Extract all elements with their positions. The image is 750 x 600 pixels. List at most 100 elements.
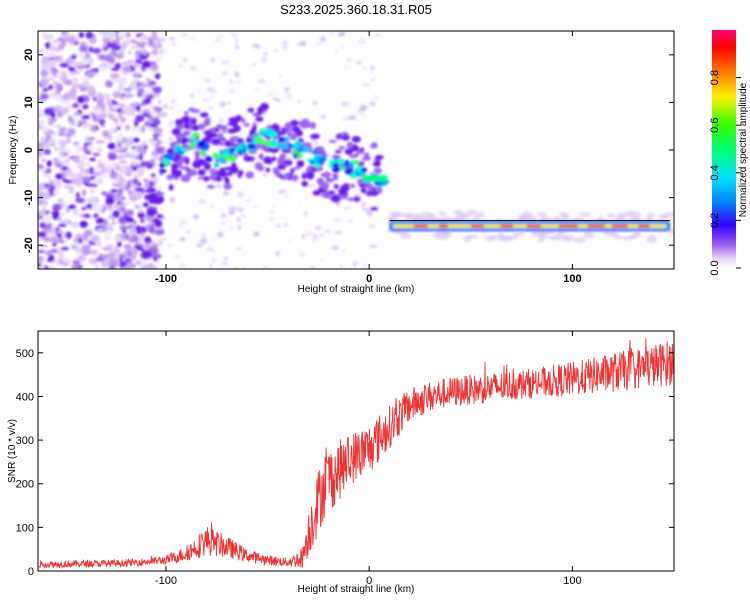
noise-blob (211, 250, 217, 254)
noise-blob (169, 36, 175, 41)
noise-blob (283, 86, 290, 93)
noise-blob (47, 84, 54, 91)
noise-blob (179, 64, 183, 68)
signal-blob (338, 194, 348, 200)
noise-blob (102, 130, 110, 138)
noise-blob (132, 31, 140, 35)
noise-blob (115, 52, 124, 59)
noise-blob (57, 250, 65, 258)
band-halo (404, 213, 418, 220)
noise-blob (103, 258, 110, 266)
signal-blob (350, 183, 356, 188)
noise-blob (49, 235, 60, 241)
noise-blob (46, 52, 52, 59)
signal-core (278, 137, 286, 142)
noise-blob (59, 127, 68, 132)
noise-blob (161, 36, 166, 43)
noise-blob (46, 160, 53, 167)
noise-blob (71, 83, 80, 89)
noise-blob (134, 114, 145, 122)
noise-blob (81, 248, 92, 256)
noise-blob (150, 60, 157, 67)
noise-blob (97, 159, 102, 164)
noise-blob (155, 45, 161, 49)
signal-blob (332, 172, 339, 181)
noise-blob (108, 126, 115, 135)
noise-blob (61, 256, 70, 262)
noise-blob (63, 79, 73, 86)
band-halo (391, 211, 399, 216)
signal-blob (291, 174, 299, 182)
y-tick-label: 400 (16, 391, 34, 403)
signal-blob (352, 197, 361, 201)
signal-core (344, 160, 350, 165)
noise-blob (95, 217, 105, 224)
signal-blob (247, 108, 255, 112)
signal-blob (301, 180, 308, 187)
noise-blob (150, 50, 159, 56)
signal-core (317, 157, 323, 165)
noise-blob (139, 161, 150, 168)
signal-blob (282, 173, 291, 179)
noise-blob (369, 69, 374, 74)
noise-blob (190, 65, 197, 71)
noise-blob (55, 72, 63, 78)
signal-blob (312, 190, 321, 196)
signal-core (283, 136, 290, 143)
noise-blob (152, 86, 163, 94)
signal-blob (237, 170, 242, 179)
noise-blob (196, 88, 202, 92)
signal-blob (323, 171, 331, 179)
band-halo (453, 209, 463, 216)
signal-blob (194, 150, 201, 158)
noise-blob (140, 124, 146, 133)
noise-blob (277, 190, 284, 194)
noise-blob (346, 58, 352, 62)
signal-blob (327, 190, 336, 195)
signal-blob (328, 139, 337, 144)
noise-blob (352, 260, 360, 265)
noise-blob (47, 254, 55, 263)
signal-blob (316, 147, 325, 153)
signal-blob (281, 147, 290, 154)
band-peak (500, 224, 514, 228)
noise-blob (268, 91, 273, 97)
signal-blob (344, 148, 354, 155)
noise-blob (369, 244, 378, 248)
noise-blob (81, 244, 91, 250)
noise-blob (132, 179, 138, 185)
band-halo (561, 215, 571, 220)
noise-blob (39, 197, 45, 203)
noise-blob (253, 87, 262, 92)
noise-blob (229, 225, 235, 231)
noise-blob (107, 152, 117, 161)
noise-blob (42, 35, 52, 40)
noise-blob (136, 145, 143, 153)
signal-blob (183, 111, 189, 116)
noise-blob (100, 173, 107, 179)
noise-blob (110, 73, 120, 79)
noise-blob (298, 201, 302, 205)
snr-ticks: -100 0 100 0 100 200 300 400 500 (16, 331, 674, 587)
noise-blob (274, 49, 279, 52)
colorbar-tick-label: 0.0 (709, 260, 721, 275)
signal-blob (306, 171, 315, 180)
noise-blob (54, 94, 62, 102)
noise-blob (137, 88, 145, 94)
x-tick-label: -100 (155, 273, 177, 285)
band-halo (537, 235, 545, 243)
signal-blob (214, 176, 223, 182)
band-peak (587, 224, 605, 228)
noise-blob (81, 176, 92, 183)
noise-blob (114, 235, 122, 243)
noise-blob (139, 102, 147, 106)
y-tick-label: 200 (16, 479, 34, 491)
noise-blob (168, 136, 174, 141)
noise-blob (41, 31, 47, 37)
noise-blob (56, 130, 66, 137)
noise-blob (42, 87, 49, 92)
noise-blob (83, 123, 94, 127)
noise-blob (93, 204, 104, 212)
noise-blob (216, 34, 225, 40)
noise-blob (104, 234, 111, 241)
